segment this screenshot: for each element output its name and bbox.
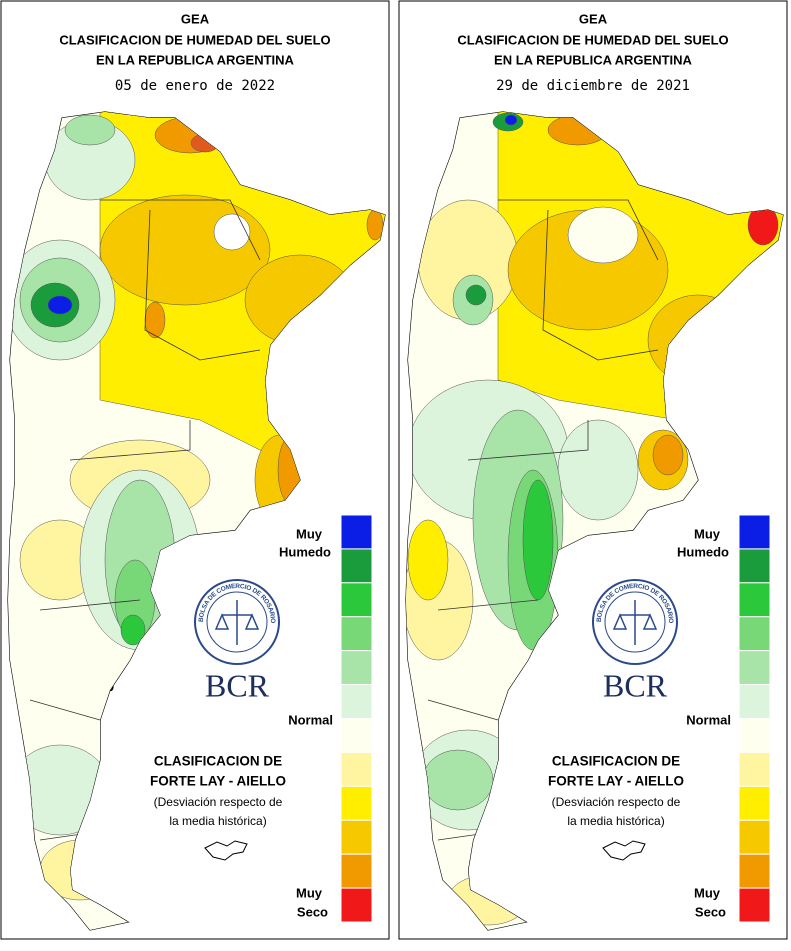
legend-swatch: [738, 548, 771, 584]
note-title: CLASIFICACION DE: [552, 754, 680, 769]
legend-swatch: [738, 853, 771, 889]
legend-swatch: [340, 582, 373, 618]
header-title: CLASIFICACION DE HUMEDAD DEL SUELO: [457, 32, 728, 47]
legend-label: Seco: [297, 904, 328, 919]
legend-swatch: [340, 887, 373, 923]
header-org: GEA: [579, 11, 608, 26]
legend-swatch: [340, 751, 373, 787]
legend-label: Humedo: [677, 544, 729, 559]
province-border: [29, 199, 261, 841]
legend-swatch: [340, 684, 373, 719]
logo-name: BCR: [603, 667, 668, 703]
moisture-zone: [652, 434, 684, 476]
legend-label: Seco: [695, 904, 726, 919]
legend-swatch: [738, 616, 771, 652]
moisture-zone: [99, 194, 271, 306]
note-title: FORTE LAY - AIELLO: [150, 774, 286, 789]
logo-inner: [604, 591, 666, 653]
moisture-zone: [47, 295, 73, 315]
logo-name: BCR: [205, 667, 270, 703]
legend-swatch: [738, 819, 771, 855]
note-text: (Desviación respecto de: [154, 795, 283, 809]
note-title: CLASIFICACION DE: [154, 754, 282, 769]
legend-swatch: [340, 853, 373, 889]
legend-swatch: [340, 819, 373, 855]
header-title: EN LA REPUBLICA ARGENTINA: [494, 52, 693, 67]
header-org: GEA: [181, 11, 210, 26]
moisture-zone: [366, 209, 384, 241]
header-title: EN LA REPUBLICA ARGENTINA: [96, 52, 295, 67]
legend-swatch: [738, 718, 771, 753]
legend-swatch: [340, 514, 373, 550]
legend-label: Muy: [296, 885, 323, 900]
legend-swatch: [340, 785, 373, 821]
malvinas-islands: [602, 840, 646, 861]
legend-swatch: [340, 548, 373, 584]
moisture-zone: [144, 301, 166, 339]
legend-label: Muy: [694, 885, 721, 900]
legend-swatch: [738, 785, 771, 821]
legend-swatch: [738, 650, 771, 686]
legend-swatch: [340, 650, 373, 686]
legend-swatch: [340, 616, 373, 652]
legend-label: Humedo: [279, 544, 331, 559]
header-title: CLASIFICACION DE HUMEDAD DEL SUELO: [59, 32, 330, 47]
note-text: la media histórica): [567, 814, 664, 828]
legend-swatch: [340, 718, 373, 753]
header-date: 05 de enero de 2022: [115, 78, 275, 94]
logo-emblem: [612, 600, 658, 645]
malvinas-islands: [204, 840, 248, 861]
moisture-zone: [522, 479, 554, 601]
legend-swatch: [738, 751, 771, 787]
moisture-zone: [120, 614, 146, 646]
moisture-zone: [504, 114, 518, 126]
legend-swatch: [738, 887, 771, 923]
logo-emblem: [214, 600, 260, 645]
header-date: 29 de diciembre de 2021: [496, 78, 690, 94]
moisture-zone: [407, 519, 449, 601]
legend-label: Normal: [686, 712, 731, 727]
moisture-zone: [465, 284, 487, 306]
legend-label: Muy: [296, 526, 323, 541]
note-title: FORTE LAY - AIELLO: [548, 774, 684, 789]
legend-swatch: [738, 514, 771, 550]
legend-label: Normal: [288, 712, 333, 727]
legend-label: Muy: [694, 526, 721, 541]
legend-swatch: [738, 684, 771, 719]
moisture-zone: [557, 419, 639, 521]
legend-swatch: [738, 582, 771, 618]
province-border: [427, 199, 659, 841]
moisture-zone: [567, 206, 639, 264]
moisture-zone: [213, 213, 251, 251]
moisture-zone: [422, 749, 494, 811]
moisture-zone: [64, 114, 116, 146]
note-text: (Desviación respecto de: [552, 795, 681, 809]
logo-inner: [206, 591, 268, 653]
note-text: la media histórica): [169, 814, 266, 828]
